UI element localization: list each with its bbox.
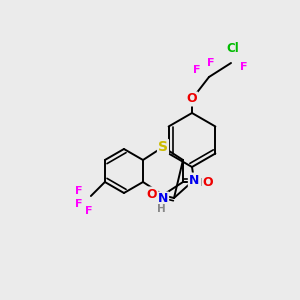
Text: N: N bbox=[189, 173, 199, 187]
Text: F: F bbox=[193, 65, 201, 75]
Text: N: N bbox=[158, 193, 168, 206]
Text: F: F bbox=[207, 58, 215, 68]
Text: F: F bbox=[240, 62, 248, 72]
Text: S: S bbox=[158, 140, 168, 154]
Text: F: F bbox=[75, 186, 82, 196]
Text: O: O bbox=[203, 176, 213, 188]
Text: H: H bbox=[157, 204, 165, 214]
Text: Cl: Cl bbox=[226, 41, 239, 55]
Text: F: F bbox=[75, 199, 82, 209]
Text: O: O bbox=[147, 188, 157, 200]
Text: F: F bbox=[85, 206, 93, 216]
Text: O: O bbox=[187, 92, 197, 106]
Text: H: H bbox=[200, 178, 208, 188]
